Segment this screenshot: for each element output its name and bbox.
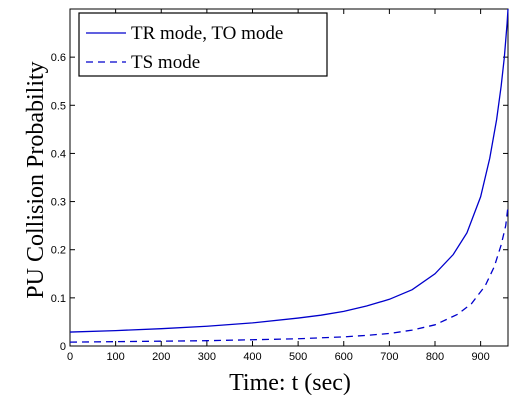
y-tick-label: 0.4 — [51, 148, 66, 160]
x-tick-label: 700 — [380, 351, 398, 363]
y-axis-label: PU Collision Probability — [23, 61, 49, 298]
x-tick-label: 500 — [289, 351, 307, 363]
series-line-tr-to-mode — [69, 8, 509, 333]
y-tick-label: 0 — [60, 341, 66, 353]
x-tick-label: 100 — [106, 351, 124, 363]
x-tick-label: 900 — [471, 351, 489, 363]
y-tick-label: 0.2 — [51, 245, 66, 257]
x-tick-label: 300 — [198, 351, 216, 363]
legend-label-tr-to: TR mode, TO mode — [131, 23, 283, 44]
x-tick-label: 600 — [335, 351, 353, 363]
y-tick-label: 0.5 — [51, 100, 66, 112]
plot-area — [69, 8, 509, 347]
legend: TR mode, TO mode TS mode — [78, 12, 328, 77]
axis-ticks: 0 100 200 300 400 500 600 700 800 900 0 0.1 0.2 0.3 0.… — [51, 9, 508, 363]
series-line-ts-mode — [69, 206, 509, 343]
y-tick-label: 0.6 — [51, 52, 66, 64]
y-tick-label: 0.1 — [51, 293, 66, 305]
x-axis-label: Time: t (sec) — [229, 370, 351, 395]
series-lines — [69, 8, 509, 343]
x-tick-label: 0 — [67, 351, 73, 363]
legend-box — [78, 12, 328, 77]
x-tick-label: 800 — [426, 351, 444, 363]
plot-frame — [69, 8, 509, 347]
legend-label-ts: TS mode — [131, 52, 200, 73]
x-tick-label: 400 — [243, 351, 261, 363]
y-tick-label: 0.3 — [51, 197, 66, 209]
x-tick-label: 200 — [152, 351, 170, 363]
